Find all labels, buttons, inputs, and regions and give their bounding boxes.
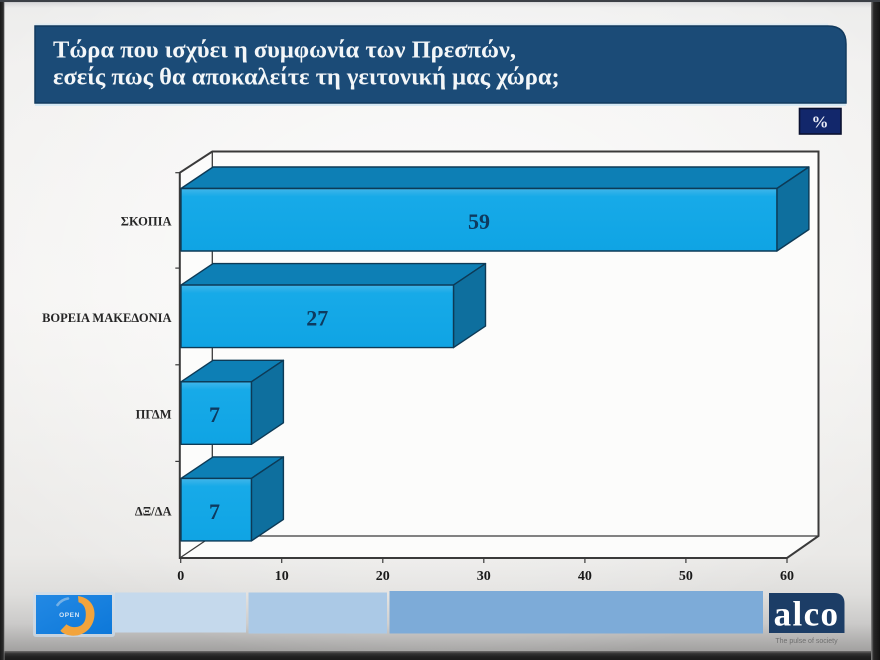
svg-text:50: 50: [679, 569, 693, 584]
svg-text:7: 7: [209, 402, 220, 427]
svg-text:20: 20: [376, 569, 390, 584]
svg-text:alco: alco: [774, 595, 840, 634]
svg-text:ΠΓΔΜ: ΠΓΔΜ: [136, 408, 172, 422]
svg-text:60: 60: [780, 569, 794, 584]
svg-text:40: 40: [578, 569, 592, 584]
svg-text:27: 27: [306, 306, 328, 331]
svg-text:OPEN: OPEN: [59, 612, 80, 619]
svg-text:ΣΚΟΠΙΑ: ΣΚΟΠΙΑ: [121, 214, 172, 228]
svg-text:The pulse of society: The pulse of society: [775, 638, 838, 645]
svg-text:7: 7: [209, 499, 220, 524]
svg-text:30: 30: [477, 569, 491, 584]
svg-text:εσείς πως θα αποκαλείτε τη γει: εσείς πως θα αποκαλείτε τη γειτονική μας…: [53, 64, 560, 91]
svg-text:10: 10: [275, 569, 289, 584]
svg-text:ΔΞ/ΔΑ: ΔΞ/ΔΑ: [135, 504, 172, 518]
svg-text:%: %: [812, 113, 829, 132]
svg-text:ΒΟΡΕΙΑ ΜΑΚΕΔΟΝΙΑ: ΒΟΡΕΙΑ ΜΑΚΕΔΟΝΙΑ: [42, 311, 171, 325]
svg-text:59: 59: [468, 209, 490, 234]
svg-text:Τώρα που ισχύει η συμφωνία των: Τώρα που ισχύει η συμφωνία των Πρεσπών,: [53, 37, 516, 64]
svg-text:0: 0: [177, 569, 184, 584]
